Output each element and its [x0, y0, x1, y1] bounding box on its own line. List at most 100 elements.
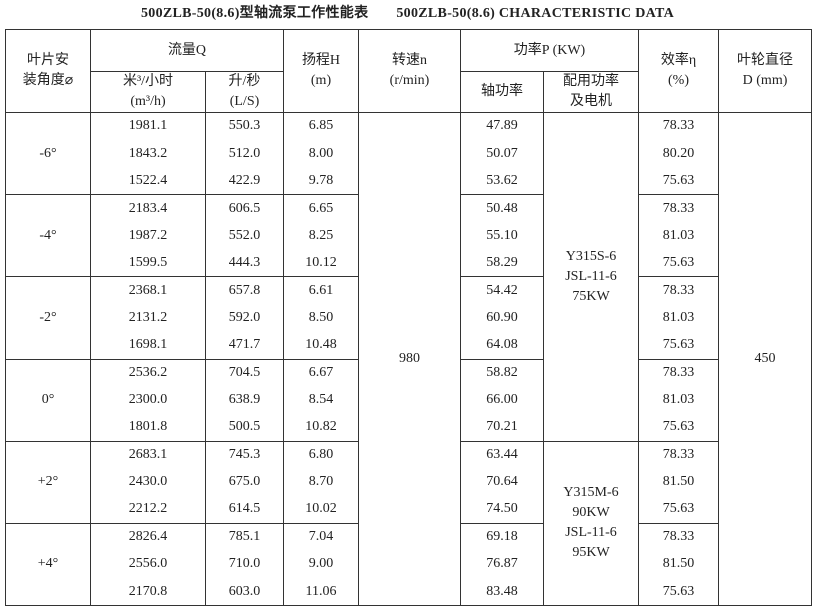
head: 10.12	[283, 249, 359, 278]
flow-m3h: 1522.4	[90, 167, 206, 196]
efficiency: 75.63	[638, 413, 720, 442]
flow-ls: 657.8	[205, 276, 284, 305]
head: 6.61	[283, 276, 359, 305]
head: 6.85	[283, 111, 359, 140]
title: 500ZLB-50(8.6)型轴流泵工作性能表 500ZLB-50(8.6) CH…	[0, 0, 815, 28]
head: 10.02	[283, 495, 359, 524]
motor-cell-line: 75KW	[572, 288, 610, 304]
flow-m3h: 1843.2	[90, 139, 206, 168]
data-row: 0° 2536.2 704.5 6.67 58.82 78.33	[5, 358, 812, 442]
data-row: -6° 1981.1 550.3 6.85 980 47.89 Y315S-6 JSL-11-…	[5, 111, 813, 607]
header-angle-line: 装角度⌀	[22, 73, 74, 88]
head: 11.06	[283, 578, 359, 607]
data-row: 1522.4 422.9 9.78 53.62 75.63	[6, 167, 812, 196]
shaft-power: 66.00	[460, 386, 544, 414]
efficiency: 80.20	[638, 139, 720, 168]
header-angle: 叶片安装角度⌀	[5, 29, 91, 113]
data-row: 1599.5 444.3 10.12 58.29 75.63	[6, 249, 812, 278]
flow-m3h: 2300.0	[90, 386, 206, 414]
flow-ls: 552.0	[205, 222, 284, 250]
shaft-power: 74.50	[460, 495, 544, 524]
flow-ls: 603.0	[205, 578, 284, 607]
header-eff: 效率η (%)	[638, 29, 720, 113]
title-en: 500ZLB-50(8.6) CHARACTERISTIC DATA	[396, 6, 675, 21]
efficiency: 78.33	[638, 111, 720, 140]
flow-ls: 512.0	[205, 139, 284, 168]
efficiency: 78.33	[638, 194, 720, 223]
data-row: 1698.1 471.7 10.48 64.08 75.63	[6, 331, 812, 360]
efficiency: 81.50	[638, 468, 720, 496]
header-speed: 转速n (r/min)	[358, 29, 461, 113]
header-flow-m3h-line: 米³/小时	[122, 74, 174, 89]
motor-cell-line: 90KW	[572, 505, 610, 521]
data-row: 1843.2 512.0 8.00 50.07 80.20	[6, 139, 812, 168]
efficiency: 81.03	[638, 304, 720, 332]
efficiency: 75.63	[638, 578, 720, 607]
header-speed-line: 转速n	[392, 53, 427, 68]
flow-ls: 500.5	[205, 413, 284, 442]
shaft-power: 70.21	[460, 413, 544, 442]
flow-ls: 745.3	[205, 440, 284, 469]
flow-ls: 614.5	[205, 495, 284, 524]
header-diam: 叶轮直径 D (mm)	[718, 29, 813, 113]
header-angle-line: 叶片安	[27, 53, 69, 68]
flow-m3h: 2430.0	[90, 468, 206, 496]
flow-m3h: 1801.8	[90, 413, 206, 442]
flow-ls: 444.3	[205, 249, 284, 278]
flow-ls: 675.0	[205, 468, 284, 496]
data-row: 2212.2 614.5 10.02 74.50 75.63	[6, 495, 812, 524]
shaft-power: 70.64	[460, 468, 544, 496]
data-row: 2131.2 592.0 8.50 60.90 81.03	[6, 304, 812, 332]
shaft-power: 60.90	[460, 304, 544, 332]
header-head-line: (m)	[310, 73, 332, 88]
head: 6.65	[283, 194, 359, 223]
header-motor-line: 配用功率	[563, 74, 619, 89]
shaft-power: 64.08	[460, 331, 544, 360]
data-row: 2170.8 603.0 11.06 83.48 75.63	[6, 578, 812, 607]
title-cn: 500ZLB-50(8.6)型轴流泵工作性能表	[140, 6, 369, 21]
shaft-power: 63.44	[460, 440, 544, 469]
angle-cell: -6°	[5, 111, 91, 196]
head: 9.78	[283, 167, 359, 196]
head: 7.04	[283, 522, 359, 551]
efficiency: 78.33	[638, 440, 720, 469]
header-power: 功率P (KW)	[459, 29, 640, 72]
header-shaft: 轴功率	[460, 71, 544, 113]
data-row: 2556.0 710.0 9.00 76.87 81.50	[6, 550, 812, 579]
header-diam-line: D (mm)	[742, 73, 788, 88]
flow-m3h: 2212.2	[90, 495, 206, 524]
header-flow-m3h-line: (m³/h)	[130, 94, 166, 109]
header-row: 米³/小时 (m³/h) 升/秒 (L/S) 轴功率 配用功率 及电机	[6, 71, 812, 113]
flow-ls: 710.0	[205, 550, 284, 579]
flow-ls: 606.5	[205, 194, 284, 223]
flow-ls: 638.9	[205, 386, 284, 414]
flow-m3h: 2556.0	[90, 550, 206, 579]
flow-ls: 550.3	[205, 111, 284, 140]
header-head: 扬程H (m)	[283, 29, 359, 113]
motor-cell: Y315M-6 90KW JSL-11-6 95KW	[542, 440, 640, 607]
header-flow: 流量Q	[90, 29, 284, 72]
data-row: -4° 2183.4 606.5 6.65 50.48 78.33	[5, 194, 812, 278]
header-eff-line: (%)	[668, 73, 690, 88]
flow-m3h: 2170.8	[90, 578, 206, 607]
data-row: -2° 2368.1 657.8 6.61 54.42 78.33	[5, 276, 812, 360]
header-flow-ls: 升/秒 (L/S)	[205, 71, 284, 113]
shaft-power: 53.62	[460, 167, 544, 196]
data-row: 2300.0 638.9 8.54 66.00 81.03	[6, 386, 812, 414]
motor-cell-line: JSL-11-6	[565, 268, 617, 284]
head: 8.00	[283, 139, 359, 168]
data-row: 1987.2 552.0 8.25 55.10 81.03	[6, 222, 812, 250]
flow-m3h: 2826.4	[90, 522, 206, 551]
shaft-power: 47.89	[460, 111, 544, 140]
flow-m3h: 2183.4	[90, 194, 206, 223]
performance-table: 叶片安 装角度⌀ 流量Q 扬程H (m) 转速n (r/min) 功率P (KW) 效率η (%)…	[5, 29, 813, 607]
data-row: 2430.0 675.0 8.70 70.64 81.50	[6, 468, 812, 496]
flow-m3h: 1981.1	[90, 111, 206, 140]
efficiency: 81.50	[638, 550, 720, 579]
head: 8.54	[283, 386, 359, 414]
flow-ls: 704.5	[205, 358, 284, 387]
efficiency: 81.03	[638, 386, 720, 414]
header-flow-ls-line: (L/S)	[229, 94, 260, 109]
header-motor: 配用功率 及电机	[542, 71, 640, 113]
